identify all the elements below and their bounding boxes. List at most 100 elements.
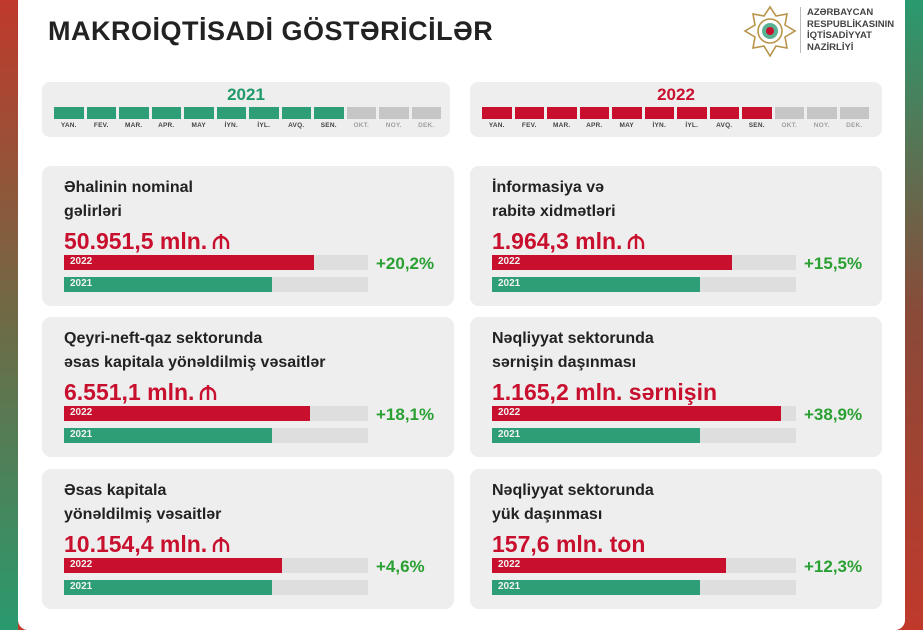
bar-track-2021: 2021 — [64, 277, 368, 292]
month-bar — [742, 107, 772, 119]
month-label: DEK. — [418, 122, 435, 129]
bar-2021-label: 2021 — [498, 429, 521, 440]
month-bar — [579, 107, 609, 119]
indicator-value: 50.951,5 mln. — [64, 228, 231, 255]
bar-2021-label: 2021 — [498, 581, 521, 592]
growth-percentage: +38,9% — [804, 405, 863, 424]
bar-track-2021: 2021 — [492, 428, 796, 443]
month-cell: MAR. — [547, 107, 577, 129]
infographic-panel: MAKROİQTİSADİ GÖSTƏRİCİLƏR AZƏRBAYCAN RE… — [18, 0, 905, 630]
bar-2021: 2021 — [64, 428, 273, 443]
month-cell: NOY. — [379, 107, 409, 129]
bar-2022-label: 2022 — [498, 256, 521, 267]
bar-2022: 2022 — [64, 255, 315, 270]
month-label: YAN. — [60, 122, 77, 129]
month-bar — [612, 107, 642, 119]
indicator-card: Nəqliyyat sektorunda yük daşınması 157,6 m… — [470, 469, 882, 609]
indicator-card: Əsas kapitala yönəldilmiş vəsaitlər 10.154… — [42, 469, 454, 609]
indicator-title: Nəqliyyat sektorunda yük daşınması — [492, 479, 654, 527]
month-label: SEN. — [320, 122, 337, 129]
month-bar — [249, 107, 279, 119]
indicator-card: Qeyri-neft-qaz sektorunda əsas kapitala y… — [42, 317, 454, 457]
indicator-title-line: yönəldilmiş vəsaitlər — [64, 506, 222, 523]
month-bar — [314, 107, 344, 119]
bar-2022-label: 2022 — [70, 407, 93, 418]
month-bar — [281, 107, 311, 119]
ministry-name-line: NAZİRLİYİ — [807, 41, 854, 53]
month-cell: APR. — [579, 107, 609, 129]
month-cell: FEV. — [86, 107, 116, 129]
bar-2021-label: 2021 — [70, 581, 93, 592]
bar-2021: 2021 — [492, 277, 701, 292]
month-bar — [839, 107, 869, 119]
month-label: İYL. — [257, 122, 271, 129]
month-bar — [677, 107, 707, 119]
month-label: NOY. — [385, 122, 402, 129]
indicator-title: İnformasiya və rabitə xidmətləri — [492, 176, 616, 224]
bar-2021-label: 2021 — [70, 429, 93, 440]
indicator-title: Qeyri-neft-qaz sektorunda əsas kapitala y… — [64, 327, 325, 375]
indicator-value: 157,6 mln. ton — [492, 531, 645, 558]
ministry-name-line: İQTİSADİYYAT — [807, 30, 872, 41]
indicator-value: 1.964,3 mln. — [492, 228, 646, 255]
indicator-title-line: Əsas kapitala — [64, 482, 167, 499]
bar-track-2022: 2022 — [492, 406, 796, 421]
indicator-title-line: yük daşınması — [492, 506, 603, 523]
bar-2022: 2022 — [64, 406, 310, 421]
month-bar — [709, 107, 739, 119]
bar-track-2022: 2022 — [64, 255, 368, 270]
bar-2021-label: 2021 — [498, 278, 521, 289]
month-label: FEV. — [93, 122, 109, 129]
month-bar — [411, 107, 441, 119]
ministry-name-line: RESPUBLİKASININ — [807, 18, 895, 30]
growth-percentage: +4,6% — [376, 557, 425, 576]
month-bar — [644, 107, 674, 119]
bar-track-2021: 2021 — [492, 580, 796, 595]
bar-2022: 2022 — [492, 406, 782, 421]
month-cell: OKT. — [774, 107, 804, 129]
month-cell: DEK. — [839, 107, 869, 129]
bar-2022: 2022 — [64, 558, 282, 573]
growth-percentage: +12,3% — [804, 557, 863, 576]
indicator-value-text: 157,6 mln. ton — [492, 531, 646, 557]
growth-percentage: +18,1% — [376, 405, 435, 424]
timeline-months: YAN. FEV. MAR. APR. MAY İYN. İYL. AVQ. SEN. OKT. N… — [54, 107, 441, 129]
month-label: OKT. — [353, 122, 370, 129]
month-label: MAY — [191, 122, 206, 129]
indicator-value-text: 50.951,5 mln. — [64, 228, 208, 254]
indicator-title-line: Nəqliyyat sektorunda — [492, 330, 654, 347]
indicator-title-line: sərnişin daşınması — [492, 354, 637, 371]
timeline-months: YAN. FEV. MAR. APR. MAY İYN. İYL. AVQ. SEN. OKT. N… — [482, 107, 869, 129]
manat-icon — [628, 234, 645, 249]
indicator-title-line: rabitə xidmətləri — [492, 203, 616, 220]
month-bar — [379, 107, 409, 119]
month-cell: APR. — [151, 107, 181, 129]
month-cell: AVQ. — [709, 107, 739, 129]
month-label: İYN. — [224, 122, 238, 129]
month-bar — [216, 107, 246, 119]
bar-2021: 2021 — [64, 277, 273, 292]
month-bar — [346, 107, 376, 119]
bar-track-2022: 2022 — [64, 406, 368, 421]
month-label: AVQ. — [716, 122, 733, 129]
growth-percentage: +20,2% — [376, 254, 435, 273]
indicator-value: 10.154,4 mln. — [64, 531, 231, 558]
bar-2022: 2022 — [492, 558, 727, 573]
month-cell: DEK. — [411, 107, 441, 129]
month-cell: SEN. — [314, 107, 344, 129]
bar-track-2022: 2022 — [492, 255, 796, 270]
month-label: MAR. — [125, 122, 143, 129]
indicator-value-text: 10.154,4 mln. — [64, 531, 208, 557]
month-cell: NOY. — [807, 107, 837, 129]
ministry-name-line: AZƏRBAYCAN — [807, 7, 874, 18]
indicator-value-text: 6.551,1 mln. — [64, 379, 195, 405]
month-cell: OKT. — [346, 107, 376, 129]
indicator-title-line: İnformasiya və — [492, 179, 605, 196]
timeline-year-label: 2021 — [227, 85, 265, 104]
bar-2022-label: 2022 — [498, 407, 521, 418]
month-label: İYN. — [652, 122, 666, 129]
month-cell: İYL. — [249, 107, 279, 129]
indicator-title-line: Nəqliyyat sektorunda — [492, 482, 654, 499]
indicator-title: Əsas kapitala yönəldilmiş vəsaitlər — [64, 479, 221, 527]
indicator-card: Əhalinin nominal gəlirləri 50.951,5 mln. 20… — [42, 166, 454, 306]
